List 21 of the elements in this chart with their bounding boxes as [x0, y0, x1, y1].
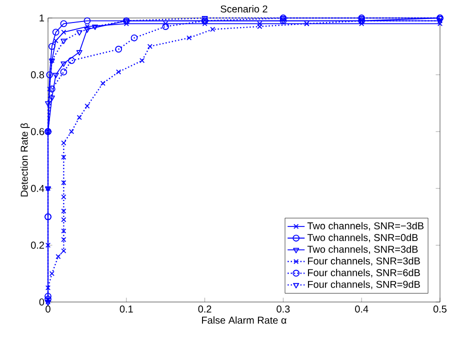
legend-label: Two channels, SNR=0dB: [307, 234, 418, 242]
y-tick-label: 0.8: [31, 71, 44, 78]
legend-label: Four channels, SNR=3dB: [308, 257, 420, 266]
legend-label: Two channels, SNR=3dB: [307, 245, 418, 254]
y-tick-label: 0: [39, 298, 44, 306]
y-tick-label: 0.2: [31, 242, 44, 249]
x-tick-label: 0.1: [120, 306, 133, 313]
chart-title: Scenario 2: [220, 5, 268, 12]
legend-label: Four channels, SNR=6dB: [308, 268, 420, 278]
x-tick-label: 0.5: [433, 306, 447, 313]
x-tick-label: 0: [46, 306, 50, 313]
legend-label: Two channels, SNR=−3dB: [307, 222, 424, 231]
y-tick-label: 1: [40, 14, 44, 22]
y-tick-label: 0.4: [31, 184, 44, 192]
x-tick-label: 0.4: [355, 306, 368, 313]
x-tick-label: 0.3: [276, 306, 290, 313]
x-axis-title: False Alarm Rate α: [202, 316, 286, 324]
x-tick-label: 0.2: [198, 306, 212, 313]
legend-label: Four channels, SNR=9dB: [308, 280, 420, 290]
y-tick-label: 0.6: [31, 128, 44, 136]
y-axis-title: Detection Rate β: [20, 123, 30, 196]
